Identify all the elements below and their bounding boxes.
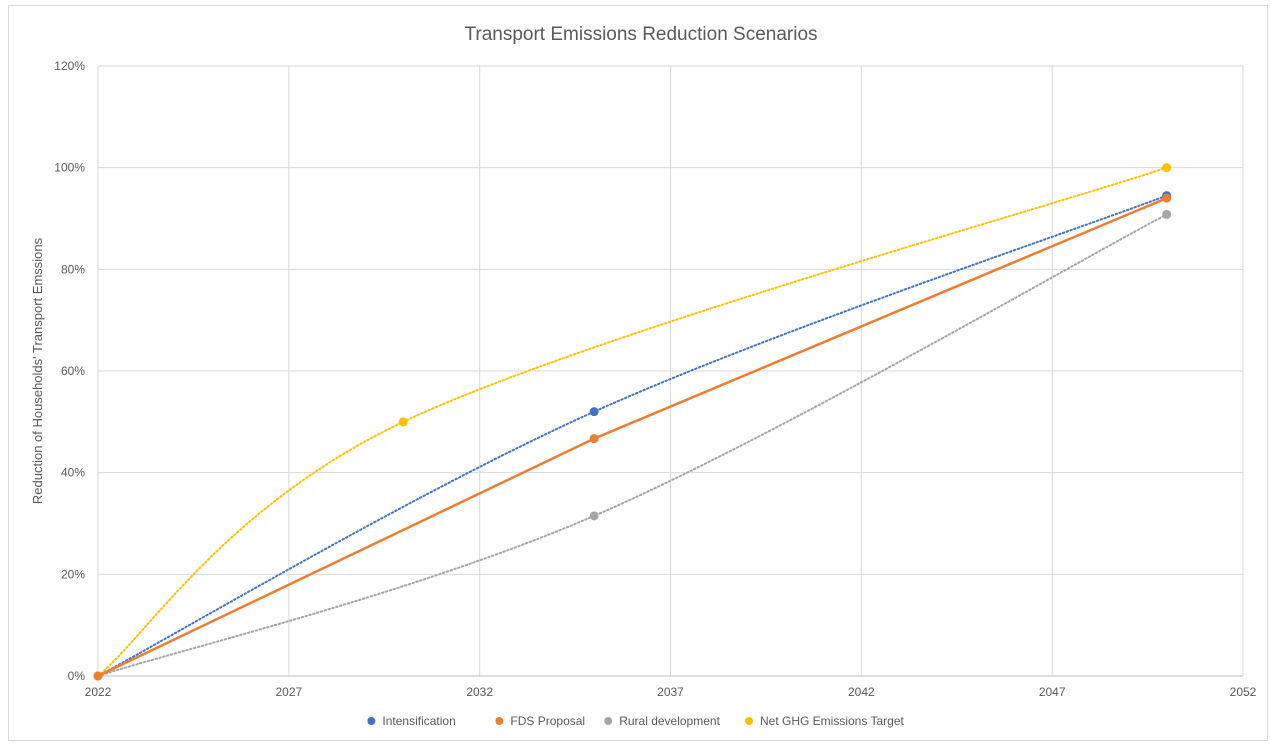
legend-marker <box>367 717 376 725</box>
data-point <box>1162 163 1172 173</box>
data-point <box>1162 209 1172 219</box>
x-tick-label: 2037 <box>657 685 684 699</box>
y-axis-title: Reduction of Households' Transport Emssi… <box>30 237 45 504</box>
data-point <box>589 434 599 444</box>
y-tick-label: 80% <box>61 262 85 276</box>
series-line <box>97 194 1168 677</box>
x-tick-label: 2047 <box>1039 685 1066 699</box>
data-point <box>589 511 599 521</box>
legend-label: Rural development <box>619 714 720 728</box>
x-tick-label: 2022 <box>85 685 112 699</box>
series-layer <box>93 163 1172 681</box>
y-tick-label: 40% <box>61 466 85 480</box>
axes: 0% 20% 40% 60% 80% 100% 120% 2022 2027 2032 2037 20… <box>54 59 1256 699</box>
legend-marker <box>745 717 753 725</box>
data-point <box>398 417 408 427</box>
chart-area: Transport Emissions Reduction Scenarios … <box>8 5 1268 741</box>
y-tick-label: 20% <box>61 567 85 581</box>
x-tick-label: 2032 <box>466 685 493 699</box>
y-tick-label: 60% <box>61 364 85 378</box>
gridlines <box>97 65 1244 677</box>
x-tick-label: 2052 <box>1230 685 1257 699</box>
chart-title: Transport Emissions Reduction Scenarios <box>464 24 817 45</box>
x-tick-label: 2042 <box>848 685 875 699</box>
series-line <box>97 213 1168 677</box>
data-point <box>589 407 599 417</box>
legend-marker <box>495 717 504 725</box>
y-tick-label: 120% <box>54 59 85 73</box>
chart-svg: Transport Emissions Reduction Scenarios … <box>30 24 1257 728</box>
legend-label: Net GHG Emissions Target <box>760 714 904 728</box>
y-tick-label: 0% <box>68 669 86 683</box>
data-point <box>1162 193 1172 203</box>
data-point <box>93 671 103 681</box>
legend-label: Intensification <box>382 714 455 728</box>
legend-label: FDS Proposal <box>510 714 585 728</box>
legend-marker <box>604 717 613 725</box>
x-tick-label: 2027 <box>275 685 302 699</box>
series-line <box>97 166 1168 677</box>
legend: Intensification FDS Proposal Rural develop… <box>367 714 904 728</box>
y-tick-label: 100% <box>54 161 85 175</box>
series-line <box>97 197 1168 678</box>
